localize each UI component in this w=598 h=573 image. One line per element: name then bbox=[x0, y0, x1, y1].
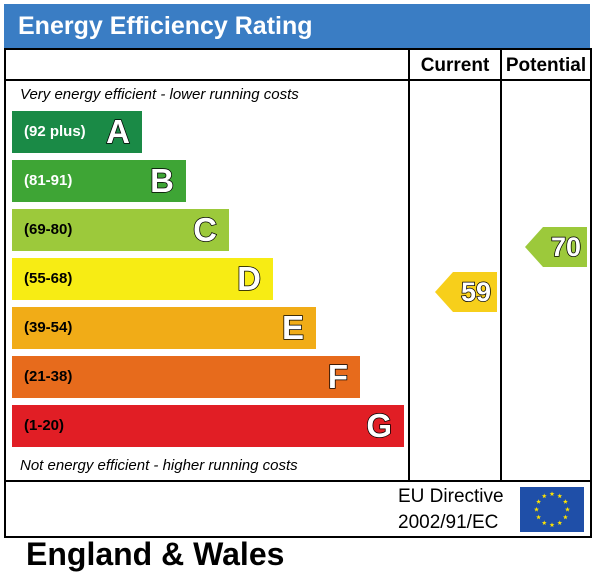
current-rating-value: 59 bbox=[460, 276, 492, 308]
potential-arrow-shape bbox=[525, 227, 587, 267]
band-range-label: (69-80) bbox=[24, 221, 73, 238]
band-range-label: (92 plus) bbox=[24, 123, 86, 140]
eu-star-icon bbox=[534, 506, 539, 512]
footer-row-divider bbox=[6, 480, 590, 482]
potential-rating-value: 70 bbox=[550, 231, 582, 263]
band-range-label: (39-54) bbox=[24, 319, 73, 336]
band-letter-label: D bbox=[236, 259, 261, 298]
band-d: (55-68) D bbox=[12, 258, 273, 300]
directive-line-1: EU Directive bbox=[398, 486, 504, 507]
band-range-label: (21-38) bbox=[24, 368, 73, 385]
eu-star-icon bbox=[562, 499, 568, 504]
band-letter-label: E bbox=[281, 308, 305, 347]
header-bar: Energy Efficiency Rating bbox=[4, 4, 590, 48]
rating-table: Current Potential Very energy efficient … bbox=[4, 48, 592, 572]
band-e: (39-54) E bbox=[12, 307, 316, 349]
region-label: England & Wales bbox=[26, 536, 285, 572]
column-header-current: Current bbox=[420, 55, 490, 76]
eu-flag-icon bbox=[520, 487, 584, 532]
page-title: Energy Efficiency Rating bbox=[18, 12, 313, 40]
current-arrow-shape bbox=[435, 272, 497, 312]
band-range-label: (55-68) bbox=[24, 270, 73, 287]
eu-star-icon bbox=[565, 506, 570, 512]
eu-star-icon bbox=[549, 491, 555, 497]
eu-star-icon bbox=[557, 493, 563, 499]
eu-star-icon bbox=[536, 499, 542, 504]
eu-star-icon bbox=[536, 514, 542, 520]
band-letter-label: F bbox=[327, 357, 349, 396]
band-g: (1-20) G bbox=[12, 405, 404, 447]
directive-line-2: 2002/91/EC bbox=[398, 512, 499, 533]
band-letter-label: B bbox=[149, 161, 174, 200]
band-b: (81-91) B bbox=[12, 160, 186, 202]
band-range-label: (81-91) bbox=[24, 172, 73, 189]
note-inefficient: Not energy efficient - higher running co… bbox=[20, 457, 298, 474]
band-letter-label: A bbox=[105, 112, 130, 151]
column-divider-potential bbox=[500, 50, 502, 482]
band-letter-label: C bbox=[192, 210, 217, 249]
band-a: (92 plus) A bbox=[12, 111, 142, 153]
eu-star-icon bbox=[562, 514, 568, 520]
eu-star-icon bbox=[541, 493, 547, 499]
eu-star-icon bbox=[549, 522, 555, 528]
band-letter-label: G bbox=[366, 406, 393, 445]
potential-rating-arrow: 70 bbox=[525, 227, 587, 267]
header-row-divider bbox=[6, 79, 590, 81]
band-f: (21-38) F bbox=[12, 356, 360, 398]
eu-star-icon bbox=[557, 520, 563, 526]
band-c: (69-80) C bbox=[12, 209, 229, 251]
column-divider-current bbox=[408, 50, 410, 482]
note-efficient: Very energy efficient - lower running co… bbox=[20, 86, 299, 103]
band-range-label: (1-20) bbox=[24, 417, 65, 434]
eu-star-icon bbox=[541, 520, 547, 526]
column-header-potential: Potential bbox=[505, 55, 587, 76]
current-rating-arrow: 59 bbox=[435, 272, 497, 312]
